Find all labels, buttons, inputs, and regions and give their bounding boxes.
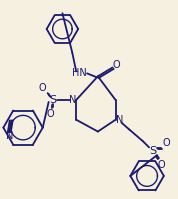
Text: N: N	[6, 131, 13, 141]
Text: O: O	[113, 60, 120, 70]
Text: S: S	[49, 95, 56, 105]
Text: N: N	[69, 95, 76, 105]
Text: N: N	[116, 115, 123, 125]
Text: S: S	[149, 146, 156, 156]
Text: O: O	[47, 109, 54, 119]
Text: O: O	[39, 83, 46, 93]
Text: O: O	[157, 160, 165, 170]
Text: O: O	[163, 138, 171, 148]
Text: HN: HN	[72, 68, 87, 78]
